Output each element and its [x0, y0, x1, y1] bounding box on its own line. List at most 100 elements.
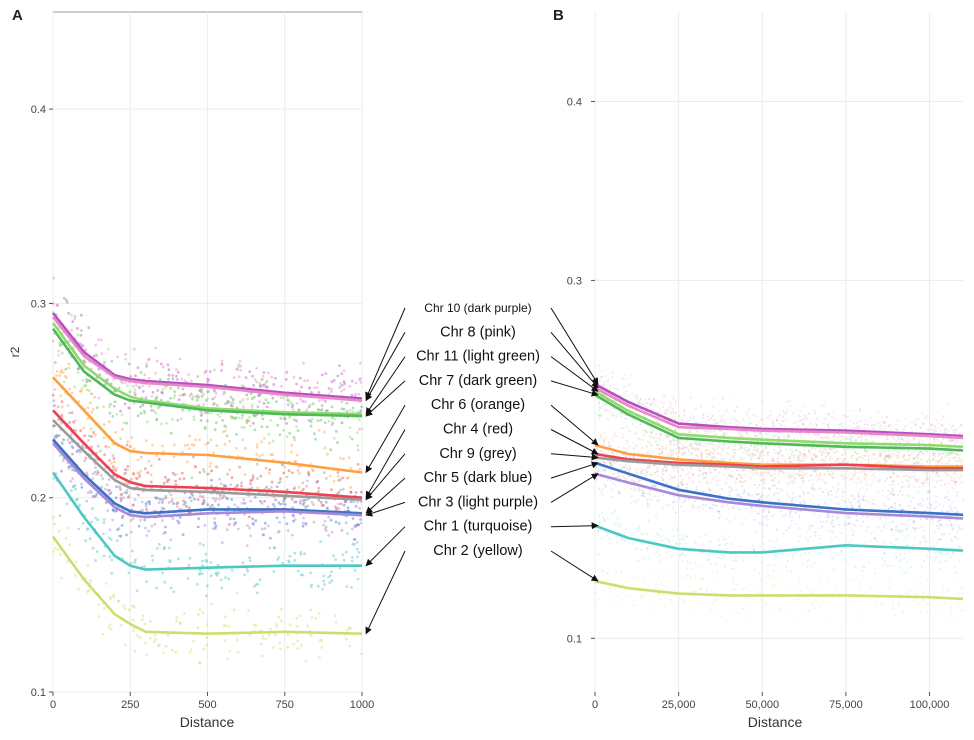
panel-b-data-point [906, 436, 910, 439]
panel-a-data-point [258, 455, 261, 458]
panel-b-data-point [671, 438, 675, 442]
panel-b-data-point [901, 438, 904, 441]
panel-b-data-point [650, 473, 653, 476]
panel-a-data-point [220, 363, 224, 367]
panel-b-data-point [933, 425, 936, 428]
panel-b-data-point [647, 440, 650, 443]
panel-a-data-point [133, 649, 137, 653]
panel-a-data-point [211, 403, 215, 406]
panel-b-data-point [851, 478, 854, 481]
panel-b-data-point [670, 476, 673, 479]
panel-b-data-point [958, 460, 961, 463]
panel-a-data-point [175, 505, 179, 508]
panel-a-y-tick-label: 0.2 [31, 493, 46, 505]
panel-b-data-point [799, 419, 802, 422]
panel-b-data-point [698, 505, 701, 508]
panel-b-data-point [865, 438, 868, 441]
panel-b-data-point [628, 468, 631, 472]
panel-b-data-point [941, 415, 945, 418]
panel-b-data-point [620, 448, 624, 451]
panel-b-data-point [713, 422, 716, 425]
panel-a-data-point [146, 420, 149, 424]
panel-b-data-point [646, 492, 649, 495]
panel-b-data-point [745, 431, 748, 434]
panel-b-data-point [788, 434, 791, 437]
panel-a-data-point [88, 379, 92, 382]
panel-b-data-point [793, 477, 797, 480]
panel-b-data-point [678, 498, 682, 501]
panel-b-data-point [777, 451, 781, 454]
panel-b-data-point [889, 428, 892, 431]
panel-b-data-point [914, 530, 917, 533]
panel-b-data-point [838, 434, 841, 437]
panel-b-data-point [860, 461, 863, 464]
panel-a-data-point [126, 384, 129, 388]
panel-b-data-point [944, 455, 947, 458]
panel-b-data-point [695, 442, 698, 446]
panel-a-data-point [261, 533, 265, 537]
panel-b-data-point [949, 504, 952, 507]
panel-b-data-point [682, 448, 685, 451]
panel-b-data-point [808, 528, 811, 531]
panel-b-data-point [946, 451, 949, 454]
panel-b-data-point [674, 452, 678, 455]
panel-b-data-point [884, 454, 887, 457]
panel-b-data-point [940, 479, 944, 482]
panel-b-data-point [914, 424, 917, 427]
panel-b-data-point [795, 509, 798, 512]
panel-b-data-point [748, 408, 751, 411]
panel-b-data-point [824, 501, 827, 504]
panel-b-data-point [897, 428, 900, 432]
panel-b-data-point [737, 473, 740, 476]
panel-a-data-point [348, 408, 352, 412]
panel-b-data-point [913, 457, 916, 460]
panel-b-data-point [745, 410, 748, 413]
panel-b-data-point [921, 430, 924, 433]
panel-b-data-point [682, 501, 685, 504]
panel-b-data-point [704, 429, 707, 432]
panel-a-data-point [354, 525, 358, 528]
panel-a-data-point [271, 439, 275, 443]
panel-a-data-point [155, 417, 159, 421]
panel-b-data-point [778, 456, 781, 459]
panel-b-data-point [635, 394, 638, 397]
panel-b-data-point [743, 468, 747, 472]
panel-b-data-point [618, 492, 621, 495]
panel-a-data-point [185, 460, 189, 464]
panel-b-data-point [741, 433, 744, 437]
panel-a-data-point [320, 404, 324, 408]
panel-a-data-point [286, 529, 290, 532]
panel-b-data-point [729, 490, 732, 493]
panel-b-data-point [802, 499, 805, 502]
panel-b-data-point [892, 460, 895, 463]
panel-a-data-point [108, 597, 112, 601]
panel-b-data-point [843, 521, 846, 524]
panel-b-data-point [675, 499, 679, 502]
panel-b-data-point [682, 445, 685, 449]
panel-a-data-point [221, 496, 224, 500]
panel-b-data-point [959, 461, 962, 464]
panel-b-data-point [653, 398, 656, 401]
panel-b-data-point [913, 485, 916, 488]
panel-a-data-point [291, 471, 294, 475]
panel-a-data-point [152, 409, 156, 413]
panel-b-data-point [901, 522, 904, 525]
panel-b-data-point [695, 485, 698, 488]
panel-b-data-point [742, 469, 745, 472]
panel-a-data-point [70, 489, 73, 493]
panel-a-data-point [231, 398, 235, 401]
panel-b-data-point [864, 499, 867, 502]
panel-b-data-point [847, 499, 850, 502]
panel-b-data-point [904, 458, 908, 461]
panel-a-data-point [237, 375, 241, 379]
panel-b-data-point [673, 439, 676, 442]
panel-a-data-point [120, 381, 124, 385]
panel-b-data-point [919, 426, 922, 429]
panel-a-data-point [65, 502, 69, 506]
panel-b-data-point [672, 396, 675, 399]
panel-a-data-point [330, 488, 333, 492]
panel-a-data-point [293, 559, 297, 562]
panel-a-data-point [132, 503, 135, 507]
panel-b-data-point [710, 458, 713, 461]
panel-b-data-point [664, 411, 667, 414]
